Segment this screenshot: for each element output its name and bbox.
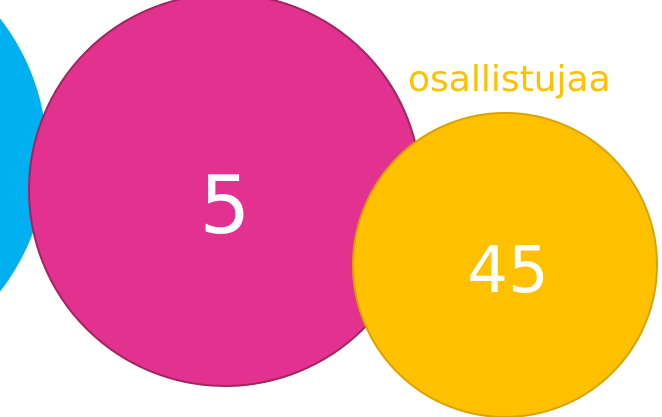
yellow-bubble-value: 45 — [467, 234, 548, 308]
magenta-bubble-value: 5 — [200, 159, 251, 252]
participants-caption: osallistujaa — [408, 59, 611, 100]
yellow-bubble — [352, 112, 658, 417]
